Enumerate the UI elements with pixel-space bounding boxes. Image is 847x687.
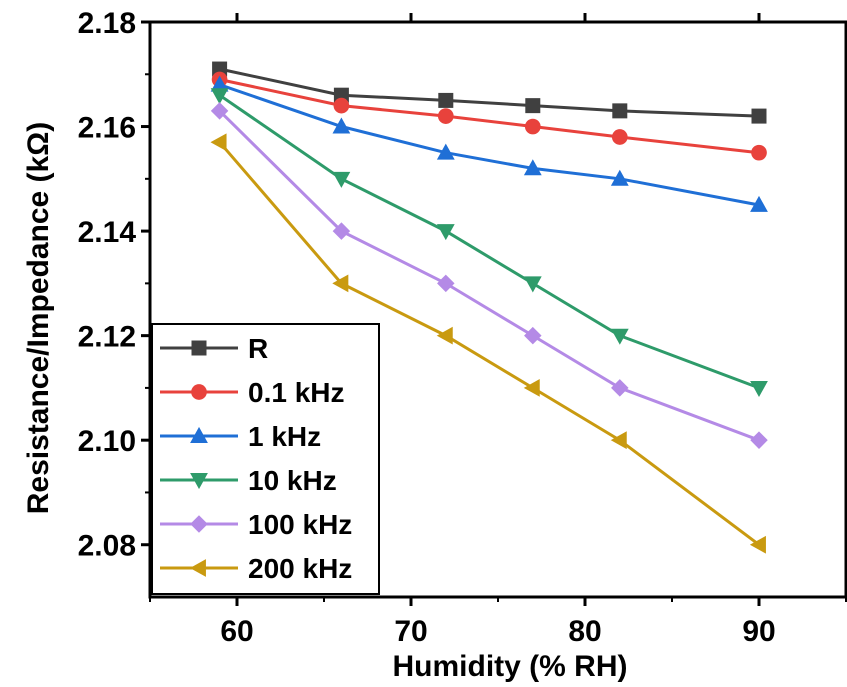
legend-item: 0.1 kHz <box>160 377 345 408</box>
data-point <box>332 117 351 134</box>
legend-label: 100 kHz <box>248 509 352 540</box>
data-point <box>332 222 351 240</box>
x-axis-title: Humidity (% RH) <box>393 650 628 683</box>
y-axis-ticks: 2.08 2.10 2.12 2.14 2.16 2.18 <box>78 7 847 563</box>
data-point <box>210 88 229 105</box>
data-point <box>524 326 542 345</box>
series-line <box>218 109 760 442</box>
data-point <box>610 328 629 345</box>
data-point <box>750 380 768 397</box>
series-line <box>219 78 760 155</box>
data-point <box>438 92 454 108</box>
data-point <box>191 340 207 356</box>
legend-item: 100 kHz <box>160 509 352 540</box>
data-point <box>436 326 453 345</box>
data-point <box>525 98 541 114</box>
data-point <box>751 144 767 161</box>
data-point <box>190 426 208 443</box>
data-point <box>751 108 767 124</box>
x-tick-label: 70 <box>394 615 427 648</box>
y-tick-label: 2.08 <box>78 530 136 563</box>
data-point <box>189 559 206 577</box>
data-point <box>750 195 768 212</box>
legend-items: R 0.1 kHz 1 kHz 10 kHz 100 kHz 200 kHz <box>160 333 352 584</box>
series-r <box>212 61 767 124</box>
legend-label: 0.1 kHz <box>248 377 345 408</box>
x-tick-label: 90 <box>742 615 775 648</box>
legend: R 0.1 kHz 1 kHz 10 kHz 100 kHz 200 kHz <box>151 323 380 595</box>
data-point <box>611 379 629 397</box>
series-1-khz <box>210 75 768 212</box>
series-line <box>218 141 760 546</box>
data-point <box>436 143 455 160</box>
series-200-khz <box>210 133 766 554</box>
series-line <box>219 67 760 118</box>
x-tick-label: 80 <box>568 615 601 648</box>
series-layer <box>210 61 768 554</box>
legend-item: 10 kHz <box>160 465 337 496</box>
data-point <box>523 379 540 397</box>
data-point <box>210 102 229 120</box>
data-point <box>523 159 542 176</box>
legend-label: 200 kHz <box>248 553 352 584</box>
data-point <box>610 169 629 186</box>
x-tick-label: 60 <box>220 615 253 648</box>
y-tick-label: 2.10 <box>78 425 136 458</box>
legend-item: R <box>160 333 268 364</box>
series-100-khz <box>210 102 768 449</box>
data-point <box>190 473 208 490</box>
data-point <box>750 431 768 449</box>
data-point <box>524 118 541 135</box>
data-point <box>437 274 455 293</box>
legend-item: 200 kHz <box>160 553 352 584</box>
data-point <box>436 224 455 241</box>
data-point <box>611 129 628 145</box>
data-point <box>437 108 454 124</box>
data-point <box>612 103 628 119</box>
legend-label: 10 kHz <box>248 465 337 496</box>
y-axis-title: Resistance/Impedance (kΩ) <box>22 122 55 515</box>
data-point <box>333 97 350 114</box>
series-line <box>218 93 760 390</box>
y-tick-label: 2.16 <box>78 112 136 145</box>
data-point <box>523 276 542 293</box>
series-10-khz <box>210 88 768 397</box>
legend-box <box>151 323 380 595</box>
legend-item: 1 kHz <box>160 421 321 452</box>
data-point <box>749 535 766 554</box>
data-point <box>191 384 207 400</box>
y-tick-label: 2.12 <box>78 321 136 354</box>
data-point <box>332 274 349 293</box>
legend-label: 1 kHz <box>248 421 321 452</box>
x-axis-ticks: 60 70 80 90 <box>149 13 847 648</box>
y-tick-label: 2.18 <box>78 7 136 40</box>
y-tick-label: 2.14 <box>78 216 137 249</box>
data-point <box>210 133 227 152</box>
data-point <box>190 515 208 533</box>
legend-label: R <box>248 333 268 364</box>
data-point <box>332 171 351 188</box>
series-line <box>219 83 760 207</box>
data-point <box>610 431 627 450</box>
